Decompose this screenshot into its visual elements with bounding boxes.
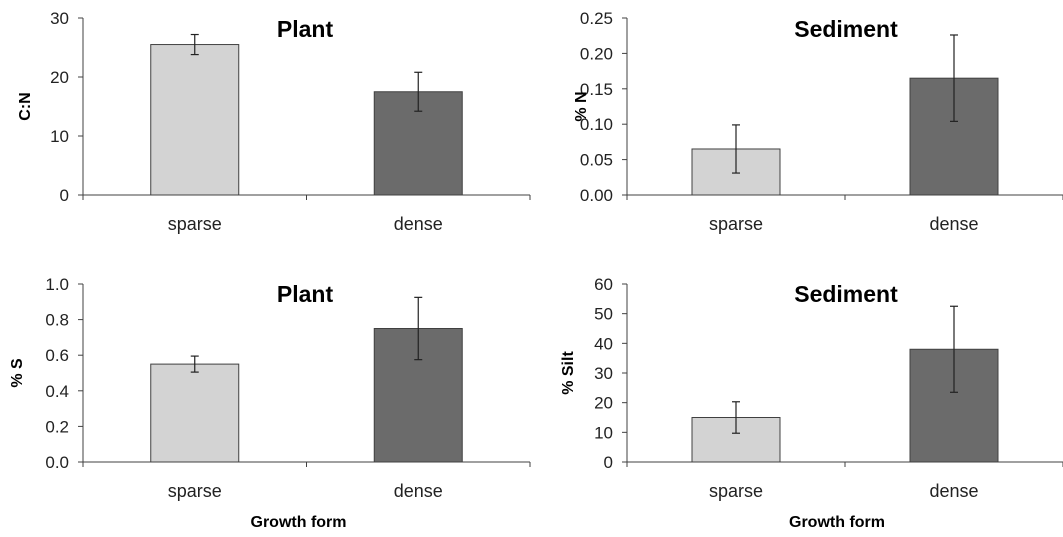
y-tick-label: 0.2 <box>45 417 69 436</box>
x-category-label-sparse: sparse <box>168 214 222 234</box>
bar-sparse <box>150 363 240 463</box>
x-category-label-dense: dense <box>394 214 443 234</box>
y-tick-label: 0.25 <box>580 9 613 28</box>
bar-sparse <box>150 44 240 196</box>
panel-title: Plant <box>277 16 334 42</box>
y-tick-label: 0.00 <box>580 186 613 205</box>
y-tick-label: 10 <box>50 127 69 146</box>
y-tick-label: 20 <box>50 68 69 87</box>
y-tick-label: 0.15 <box>580 80 613 99</box>
x-category-label-dense: dense <box>929 481 978 501</box>
y-tick-label: 50 <box>594 305 613 324</box>
y-tick-label: 1.0 <box>45 275 69 294</box>
y-tick-label: 60 <box>594 275 613 294</box>
panel-title: Sediment <box>794 281 898 307</box>
y-tick-label: 0.6 <box>45 346 69 365</box>
y-tick-label: 0 <box>604 453 613 472</box>
y-tick-label: 0.05 <box>580 151 613 170</box>
panel-title: Plant <box>277 281 334 307</box>
x-category-label-dense: dense <box>929 214 978 234</box>
y-tick-label: 0 <box>60 186 69 205</box>
x-axis-label: Growth form <box>789 514 885 531</box>
y-tick-label: 30 <box>50 9 69 28</box>
x-category-label-dense: dense <box>394 481 443 501</box>
y-tick-label: 0.8 <box>45 311 69 330</box>
x-category-label-sparse: sparse <box>709 214 763 234</box>
y-axis-label: % N <box>573 91 590 121</box>
x-category-label-sparse: sparse <box>709 481 763 501</box>
y-tick-label: 20 <box>594 394 613 413</box>
panel-title: Sediment <box>794 16 898 42</box>
x-axis-label: Growth form <box>251 514 347 531</box>
x-category-label-sparse: sparse <box>168 481 222 501</box>
y-tick-label: 40 <box>594 334 613 353</box>
y-axis-label: C:N <box>17 92 34 120</box>
y-tick-label: 0.10 <box>580 115 613 134</box>
y-axis-label: % Silt <box>560 351 577 395</box>
y-tick-label: 0.4 <box>45 382 69 401</box>
y-tick-label: 10 <box>594 423 613 442</box>
y-tick-label: 0.20 <box>580 44 613 63</box>
y-tick-label: 30 <box>594 364 613 383</box>
y-axis-label: % S <box>9 358 26 388</box>
y-tick-label: 0.0 <box>45 453 69 472</box>
